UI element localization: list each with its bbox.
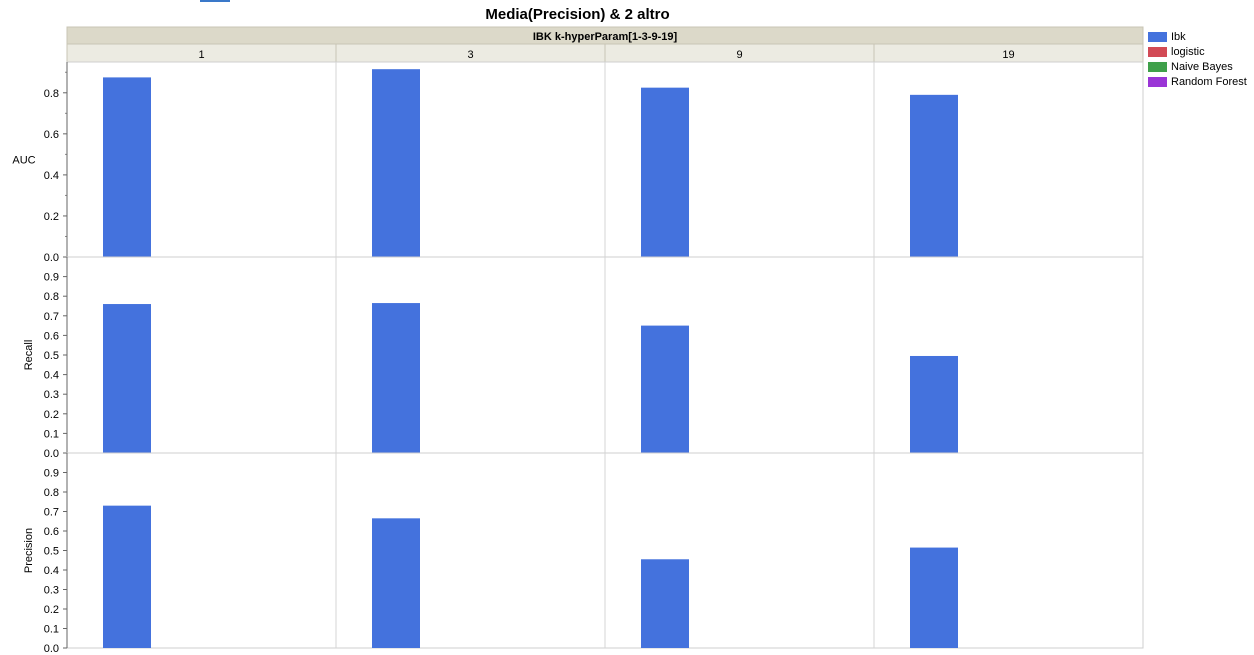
bar-precision-k9[interactable] bbox=[641, 559, 689, 648]
category-label-19: 19 bbox=[1002, 49, 1014, 61]
y-tick-label: 0.3 bbox=[44, 389, 59, 401]
y-tick-label: 0.4 bbox=[44, 565, 59, 577]
legend-item-random-forest[interactable]: Random Forest bbox=[1148, 74, 1247, 89]
bar-recall-k1[interactable] bbox=[103, 304, 151, 453]
bar-precision-k3[interactable] bbox=[372, 518, 420, 648]
y-tick-label: 0.8 bbox=[44, 88, 59, 100]
y-tick-label: 0.6 bbox=[44, 330, 59, 342]
bar-precision-k19[interactable] bbox=[910, 547, 958, 648]
y-tick-label: 0.2 bbox=[44, 409, 59, 421]
y-tick-label: 0.0 bbox=[44, 448, 59, 460]
legend-swatch bbox=[1148, 61, 1167, 72]
bar-auc-k1[interactable] bbox=[103, 77, 151, 257]
bar-precision-k1[interactable] bbox=[103, 505, 151, 648]
y-tick-label: 0.0 bbox=[44, 252, 59, 264]
bar-recall-k3[interactable] bbox=[372, 303, 420, 453]
legend-item-naive-bayes[interactable]: Naive Bayes bbox=[1148, 59, 1247, 74]
y-tick-label: 0.8 bbox=[44, 487, 59, 499]
legend-label: Naive Bayes bbox=[1171, 60, 1233, 73]
category-label-3: 3 bbox=[467, 49, 473, 61]
y-tick-label: 0.1 bbox=[44, 624, 59, 636]
y-tick-label: 0.4 bbox=[44, 170, 59, 182]
y-tick-label: 0.0 bbox=[44, 643, 59, 655]
y-tick-label: 0.3 bbox=[44, 585, 59, 597]
legend-label: Random Forest bbox=[1171, 75, 1247, 88]
y-axis-title-auc: AUC bbox=[12, 155, 35, 167]
group-header-label: IBK k-hyperParam[1-3-9-19] bbox=[533, 31, 678, 43]
legend-swatch bbox=[1148, 31, 1167, 42]
y-tick-label: 0.4 bbox=[44, 370, 59, 382]
y-tick-label: 0.2 bbox=[44, 604, 59, 616]
chart-title: Media(Precision) & 2 altro bbox=[485, 6, 670, 23]
legend-label: Ibk bbox=[1171, 30, 1186, 43]
bar-recall-k19[interactable] bbox=[910, 355, 958, 453]
bar-recall-k9[interactable] bbox=[641, 325, 689, 453]
y-tick-label: 0.7 bbox=[44, 311, 59, 323]
category-label-9: 9 bbox=[736, 49, 742, 61]
y-tick-label: 0.1 bbox=[44, 428, 59, 440]
y-tick-label: 0.5 bbox=[44, 546, 59, 558]
chart-canvas: IBK k-hyperParam[1-3-9-19] 1 3 9 19 0.0 0.2 0.4… bbox=[12, 26, 1144, 655]
y-tick-label: 0.2 bbox=[44, 211, 59, 223]
legend-item-logistic[interactable]: logistic bbox=[1148, 44, 1247, 59]
bar-auc-k19[interactable] bbox=[910, 94, 958, 257]
bar-auc-k9[interactable] bbox=[641, 87, 689, 257]
bar-auc-k3[interactable] bbox=[372, 69, 420, 258]
y-tick-label: 0.8 bbox=[44, 291, 59, 303]
legend-item-ibk[interactable]: Ibk bbox=[1148, 29, 1247, 44]
y-tick-label: 0.9 bbox=[44, 272, 59, 284]
top-tab-indicator[interactable] bbox=[200, 0, 230, 2]
legend-label: logistic bbox=[1171, 45, 1205, 58]
y-tick-label: 0.6 bbox=[44, 526, 59, 538]
category-label-1: 1 bbox=[198, 49, 204, 61]
y-tick-label: 0.5 bbox=[44, 350, 59, 362]
legend: Ibk logistic Naive Bayes Random Forest bbox=[1148, 29, 1247, 89]
legend-swatch bbox=[1148, 76, 1167, 87]
y-axis-title-precision: Precision bbox=[23, 528, 35, 573]
y-tick-label: 0.7 bbox=[44, 507, 59, 519]
legend-swatch bbox=[1148, 46, 1167, 57]
y-tick-label: 0.9 bbox=[44, 468, 59, 480]
y-tick-label: 0.6 bbox=[44, 129, 59, 141]
y-axis-title-recall: Recall bbox=[23, 340, 35, 371]
